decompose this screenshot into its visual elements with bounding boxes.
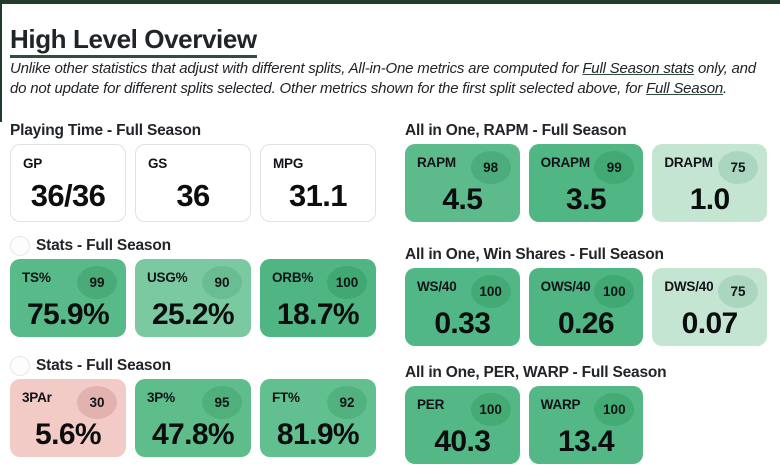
stat-label: 3P%: [146, 390, 175, 405]
stat-card-rapm[interactable]: RAPM 98 4.5: [405, 144, 520, 222]
stat-label: OWS/40: [540, 279, 591, 294]
section-title: All in One, PER, WARP - Full Season: [405, 364, 667, 381]
percentile-badge: 92: [326, 386, 367, 419]
stat-value: 0.33: [434, 307, 491, 340]
section-title-text: Stats - Full Season: [36, 357, 171, 374]
stat-card-ft[interactable]: FT% 92 81.9%: [259, 379, 376, 457]
card-row: GP 36/36 GS 36 MPG 31.1: [10, 144, 376, 222]
page-title: High Level Overview: [10, 25, 257, 58]
left-accent-bar: [0, 0, 2, 122]
percentile-badge: 30: [76, 386, 117, 419]
percentile-badge: 100: [594, 393, 635, 426]
stat-card-3p[interactable]: 3P% 95 47.8%: [134, 379, 251, 457]
percentile-badge: 99: [594, 151, 635, 184]
full-season-link[interactable]: Full Season: [646, 80, 724, 98]
percentile-badge: 100: [470, 275, 511, 308]
stat-label: TS%: [22, 270, 51, 285]
stat-value: 81.9%: [276, 418, 360, 451]
stat-card-3par[interactable]: 3PAr 30 5.6%: [10, 379, 126, 457]
stat-value: 0.07: [681, 307, 739, 340]
stat-card-gs[interactable]: GS 36: [134, 144, 251, 222]
stat-card-gp[interactable]: GP 36/36: [10, 144, 126, 222]
stat-value: 3.5: [566, 183, 607, 216]
stat-value: 75.9%: [26, 298, 110, 331]
stat-card-usg[interactable]: USG% 90 25.2%: [134, 259, 251, 337]
logo-placeholder-icon: [10, 236, 30, 256]
stat-card-warp[interactable]: WARP 100 13.4: [528, 386, 644, 464]
stat-card-dws40[interactable]: DWS/40 75 0.07: [652, 268, 767, 346]
intro-part-3: .: [723, 80, 727, 98]
stat-card-ws40[interactable]: WS/40 100 0.33: [405, 268, 520, 346]
stat-label: GS: [147, 156, 168, 171]
stat-card-per[interactable]: PER 100 40.3: [405, 386, 520, 464]
section-playing-time: Playing Time - Full Season GP 36/36 GS 3…: [10, 121, 376, 222]
logo-placeholder-icon: [10, 356, 30, 376]
section-title: All in One, RAPM - Full Season: [405, 122, 627, 139]
percentile-badge: 100: [326, 266, 367, 299]
stat-card-orapm[interactable]: ORAPM 99 3.5: [528, 144, 644, 222]
full-season-stats-link[interactable]: Full Season stats: [582, 60, 694, 77]
section-title-text: Stats - Full Season: [36, 237, 171, 254]
percentile-badge: 99: [76, 266, 117, 299]
intro-text: Unlike other statistics that adjust with…: [10, 59, 772, 100]
percentile-badge: 98: [470, 151, 511, 184]
stat-label: ORAPM: [540, 155, 590, 170]
stat-card-ows40[interactable]: OWS/40 100 0.26: [528, 268, 644, 346]
stat-value: 25.2%: [151, 298, 235, 331]
card-row: WS/40 100 0.33 OWS/40 100 0.26 DWS/40 75…: [405, 268, 767, 346]
stat-label: 3PAr: [22, 390, 52, 405]
top-accent-bar: [0, 0, 780, 4]
stat-value: 31.1: [288, 177, 348, 213]
intro-part-1: Unlike other statistics that adjust with…: [10, 60, 583, 77]
stat-label: WS/40: [417, 279, 457, 294]
stat-value: 0.26: [557, 307, 615, 340]
stat-label: FT%: [271, 390, 300, 405]
intro-part-2: only, and do not update for different sp…: [10, 60, 756, 98]
section-title: Stats - Full Season: [10, 356, 376, 376]
section-title: Playing Time - Full Season: [10, 122, 201, 139]
percentile-badge: 75: [717, 275, 758, 308]
card-row: 3PAr 30 5.6% 3P% 95 47.8% FT% 92 81.9%: [10, 379, 376, 457]
stat-card-orb[interactable]: ORB% 100 18.7%: [259, 259, 376, 337]
percentile-badge: 75: [717, 151, 758, 184]
stat-value: 5.6%: [35, 418, 102, 451]
stat-label: DRAPM: [664, 155, 713, 170]
stat-value: 36/36: [30, 177, 106, 213]
section-title: All in One, Win Shares - Full Season: [405, 246, 664, 263]
percentile-badge: 95: [201, 386, 242, 419]
percentile-badge: 100: [470, 393, 511, 426]
percentile-badge: 90: [201, 266, 242, 299]
section-stats-three-ft: Stats - Full Season 3PAr 30 5.6% 3P% 95 …: [10, 356, 376, 457]
stat-value: 36: [176, 177, 210, 213]
stat-label: RAPM: [417, 155, 456, 170]
stat-label: DWS/40: [664, 279, 714, 294]
stat-label: USG%: [146, 270, 188, 285]
stat-value: 4.5: [442, 183, 483, 216]
stat-card-mpg[interactable]: MPG 31.1: [259, 144, 376, 222]
section-per-warp: All in One, PER, WARP - Full Season PER …: [405, 363, 767, 464]
card-row: PER 100 40.3 WARP 100 13.4: [405, 386, 767, 464]
stat-card-ts[interactable]: TS% 99 75.9%: [10, 259, 126, 337]
stat-label: GP: [23, 156, 43, 171]
card-row: RAPM 98 4.5 ORAPM 99 3.5 DRAPM 75 1.0: [405, 144, 767, 222]
section-stats-shooting: Stats - Full Season TS% 99 75.9% USG% 90…: [10, 236, 376, 337]
stat-value: 40.3: [434, 425, 491, 458]
stat-value: 13.4: [557, 425, 615, 458]
stat-value: 18.7%: [276, 298, 360, 331]
percentile-badge: 100: [594, 275, 635, 308]
section-rapm: All in One, RAPM - Full Season RAPM 98 4…: [405, 121, 767, 222]
card-row: TS% 99 75.9% USG% 90 25.2% ORB% 100 18.7…: [10, 259, 376, 337]
stat-label: PER: [417, 397, 445, 412]
stat-label: WARP: [540, 397, 581, 412]
stat-card-drapm[interactable]: DRAPM 75 1.0: [652, 144, 767, 222]
stat-label: ORB%: [271, 270, 314, 285]
stat-label: MPG: [272, 156, 304, 171]
stat-value: 1.0: [689, 183, 731, 216]
section-win-shares: All in One, Win Shares - Full Season WS/…: [405, 245, 767, 346]
stat-value: 47.8%: [151, 418, 235, 451]
section-title: Stats - Full Season: [10, 236, 376, 256]
